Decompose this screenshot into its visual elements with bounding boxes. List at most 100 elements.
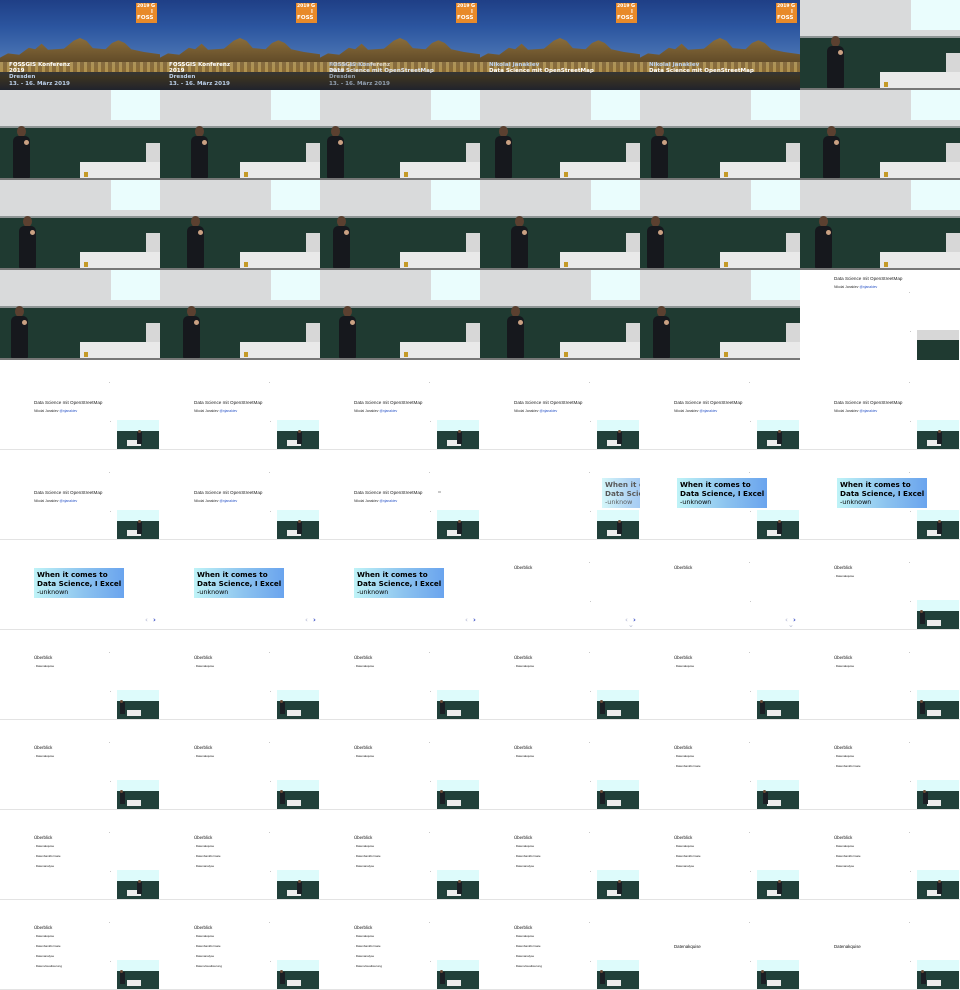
- video-frame-thumbnail[interactable]: Überblick · Datenakquise: [480, 630, 640, 720]
- inset-speaker: [297, 882, 302, 894]
- video-frame-thumbnail[interactable]: [800, 0, 960, 90]
- video-frame-thumbnail[interactable]: Data Science mit OpenStreetMap Nikolai Ja…: [0, 450, 160, 540]
- video-frame-thumbnail[interactable]: Data Science mit OpenStreetMap Nikolai Ja…: [160, 360, 320, 450]
- video-frame-thumbnail[interactable]: Überblick · Datenakquise: [160, 720, 320, 810]
- video-frame-thumbnail[interactable]: Überblick · Datenakquise: [0, 630, 160, 720]
- video-frame-thumbnail[interactable]: Überblick · Datenakquise · Datenbankformat…: [320, 900, 480, 990]
- video-frame-thumbnail[interactable]: Überblick · Datenakquise: [800, 540, 960, 630]
- video-frame-thumbnail[interactable]: Data Science mit OpenStreetMap Nikolai Ja…: [320, 360, 480, 450]
- video-frame-thumbnail[interactable]: Überblick · Datenakquise · Datenbankformat…: [0, 810, 160, 900]
- video-frame-thumbnail[interactable]: Data Science mit OpenStreetMap Nikolai Ja…: [0, 360, 160, 450]
- slide-next-arrow[interactable]: ›: [313, 616, 316, 624]
- video-frame-thumbnail[interactable]: [160, 90, 320, 180]
- video-frame-thumbnail[interactable]: Überblick · Datenakquise: [160, 630, 320, 720]
- lectern: [146, 323, 160, 345]
- video-frame-thumbnail[interactable]: [800, 90, 960, 180]
- video-frame-thumbnail[interactable]: When it comes to Data Science, I Excel -u…: [0, 540, 160, 630]
- slide-prev-arrow[interactable]: ‹: [625, 616, 628, 624]
- author-handle[interactable]: @njanakiev: [859, 285, 878, 289]
- author-handle[interactable]: @njanakiev: [379, 499, 398, 503]
- video-frame-thumbnail[interactable]: Überblick · Datenakquise · Datenbankformat…: [800, 810, 960, 900]
- slide-next-arrow[interactable]: ›: [793, 616, 796, 624]
- video-frame-thumbnail[interactable]: Überblick · Datenakquise: [480, 720, 640, 810]
- video-frame-thumbnail[interactable]: 2019 G I FOSS Nikolai Janakiev Data Science m…: [640, 0, 800, 90]
- video-frame-thumbnail[interactable]: [640, 90, 800, 180]
- video-frame-thumbnail[interactable]: 2019 G I FOSS FOSSGIS Konferenz 2019 Dresden 13…: [0, 0, 160, 90]
- video-frame-thumbnail[interactable]: Überblick · Datenakquise · Datenbankformat…: [480, 810, 640, 900]
- speaker-head: [657, 306, 666, 317]
- author-handle[interactable]: @njanakiev: [59, 499, 78, 503]
- video-frame-thumbnail[interactable]: When it comes to Data Science, I Excel -u…: [160, 540, 320, 630]
- slide-next-arrow[interactable]: ›: [153, 616, 156, 624]
- slide-next-arrow[interactable]: ›: [473, 616, 476, 624]
- video-frame-thumbnail[interactable]: Überblick · Datenakquise: [640, 630, 800, 720]
- video-frame-thumbnail[interactable]: [640, 180, 800, 270]
- video-frame-thumbnail[interactable]: 2019 G I FOSS FOSSGIS Konferenz 2019 Dresden 13…: [320, 0, 480, 90]
- inset-speaker: [137, 432, 142, 444]
- author-handle[interactable]: @njanakiev: [59, 409, 78, 413]
- video-frame-thumbnail[interactable]: Überblick · Datenakquise · Datenbankformat…: [640, 720, 800, 810]
- video-frame-thumbnail[interactable]: Überblick · Datenakquise · Datenbankformat…: [480, 900, 640, 990]
- logo-letter: G: [311, 3, 316, 9]
- video-frame-thumbnail[interactable]: When it comes to Data Science, I Excel -u…: [320, 540, 480, 630]
- video-frame-thumbnail[interactable]: Überblick · Datenakquise: [0, 720, 160, 810]
- slide-corner-dot: [269, 382, 270, 383]
- author-handle[interactable]: @njanakiev: [539, 409, 558, 413]
- video-frame-thumbnail[interactable]: Data Science mit OpenStreetMap Nikolai Ja…: [640, 360, 800, 450]
- video-frame-thumbnail[interactable]: Überblick · Datenakquise · Datenbankformat…: [160, 900, 320, 990]
- video-frame-thumbnail[interactable]: Überblick · Datenakquise · Datenbankformat…: [640, 810, 800, 900]
- video-frame-thumbnail[interactable]: [800, 180, 960, 270]
- video-frame-thumbnail[interactable]: [0, 270, 160, 360]
- video-frame-thumbnail[interactable]: [480, 270, 640, 360]
- speaker-camera-inset: [597, 420, 639, 449]
- video-frame-thumbnail[interactable]: When it comes to Data Science, I Excel -u…: [640, 450, 800, 540]
- video-frame-thumbnail[interactable]: Datenakquise: [800, 900, 960, 990]
- video-frame-thumbnail[interactable]: Überblick · Datenakquise · Datenbankformat…: [320, 810, 480, 900]
- video-frame-thumbnail[interactable]: Überblick · Datenakquise · Datenbankformat…: [160, 810, 320, 900]
- video-frame-thumbnail[interactable]: Datenakquise: [640, 900, 800, 990]
- video-frame-thumbnail[interactable]: [640, 270, 800, 360]
- video-frame-thumbnail[interactable]: [480, 180, 640, 270]
- slide-next-arrow[interactable]: ›: [633, 616, 636, 624]
- video-frame-thumbnail[interactable]: Data Science mit OpenStreetMap Nikolai Ja…: [800, 360, 960, 450]
- video-frame-thumbnail[interactable]: [160, 270, 320, 360]
- video-frame-thumbnail[interactable]: Überblick · Datenakquise · Datenbankformat…: [800, 720, 960, 810]
- video-frame-thumbnail[interactable]: Überblick · Datenakquise: [320, 630, 480, 720]
- video-frame-thumbnail[interactable]: Überblick ‹ › ⌄: [640, 540, 800, 630]
- video-frame-thumbnail[interactable]: Überblick · Datenakquise · Datenbankformat…: [0, 900, 160, 990]
- video-frame-thumbnail[interactable]: [160, 180, 320, 270]
- author-handle[interactable]: @njanakiev: [699, 409, 718, 413]
- video-frame-thumbnail[interactable]: When it comes to Data Science, I Excel -u…: [800, 450, 960, 540]
- slide-down-arrow[interactable]: ⌄: [628, 621, 634, 629]
- video-frame-thumbnail[interactable]: [320, 270, 480, 360]
- video-frame-thumbnail[interactable]: Data Science mit OpenStreetMap Nikolai Ja…: [480, 360, 640, 450]
- slide-prev-arrow[interactable]: ‹: [785, 616, 788, 624]
- author-handle[interactable]: @njanakiev: [379, 409, 398, 413]
- slide-prev-arrow[interactable]: ‹: [145, 616, 148, 624]
- inset-head: [280, 970, 283, 973]
- video-frame-thumbnail[interactable]: Überblick · Datenakquise: [320, 720, 480, 810]
- overview-bullet: · Datenakquise: [34, 844, 55, 848]
- video-frame-thumbnail[interactable]: 2019 G I FOSS Nikolai Janakiev Data Science m…: [480, 0, 640, 90]
- slide-down-arrow[interactable]: ⌄: [788, 621, 794, 629]
- author-handle[interactable]: @njanakiev: [219, 409, 238, 413]
- video-frame-thumbnail[interactable]: Überblick · Datenakquise: [800, 630, 960, 720]
- video-frame-thumbnail[interactable]: Data Science mit OpenStreetMap Nikolai Ja…: [800, 270, 960, 360]
- video-frame-thumbnail[interactable]: [0, 90, 160, 180]
- video-frame-thumbnail[interactable]: Überblick ‹ › ⌄: [480, 540, 640, 630]
- slide-prev-arrow[interactable]: ‹: [305, 616, 308, 624]
- video-frame-thumbnail[interactable]: Data Science mit OpenStreetMap Nikolai Ja…: [160, 450, 320, 540]
- video-frame-thumbnail[interactable]: Data Science mit OpenStreetMap Nikolai Ja…: [320, 450, 480, 540]
- video-frame-thumbnail[interactable]: [320, 90, 480, 180]
- author-handle[interactable]: @njanakiev: [219, 499, 238, 503]
- author-handle[interactable]: @njanakiev: [859, 409, 878, 413]
- inset-head: [920, 610, 923, 613]
- cup: [244, 172, 248, 177]
- video-frame-thumbnail[interactable]: [480, 90, 640, 180]
- video-frame-thumbnail[interactable]: [320, 180, 480, 270]
- inset-head: [440, 970, 443, 973]
- video-frame-thumbnail[interactable]: [0, 180, 160, 270]
- video-frame-thumbnail[interactable]: When it c Data Scie -unknow: [480, 450, 640, 540]
- slide-prev-arrow[interactable]: ‹: [465, 616, 468, 624]
- video-frame-thumbnail[interactable]: 2019 G I FOSS FOSSGIS Konferenz 2019 Dresden 13…: [160, 0, 320, 90]
